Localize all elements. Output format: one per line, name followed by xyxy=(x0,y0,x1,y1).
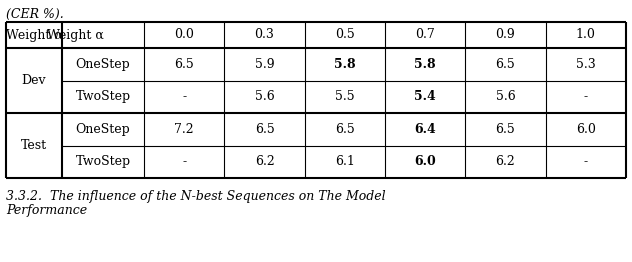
Text: -: - xyxy=(584,90,588,103)
Text: 5.3: 5.3 xyxy=(576,58,596,71)
Text: 5.9: 5.9 xyxy=(255,58,274,71)
Text: 6.5: 6.5 xyxy=(255,123,274,136)
Text: -: - xyxy=(182,90,186,103)
Text: OneStep: OneStep xyxy=(76,123,130,136)
Text: -: - xyxy=(182,155,186,168)
Text: 6.5: 6.5 xyxy=(335,123,355,136)
Text: 5.8: 5.8 xyxy=(415,58,436,71)
Text: OneStep: OneStep xyxy=(76,58,130,71)
Text: 6.0: 6.0 xyxy=(415,155,436,168)
Text: 6.5: 6.5 xyxy=(495,123,515,136)
Text: 6.5: 6.5 xyxy=(495,58,515,71)
Text: 5.6: 5.6 xyxy=(255,90,274,103)
Text: 0.9: 0.9 xyxy=(495,29,515,41)
Text: Weight α: Weight α xyxy=(6,29,63,41)
Text: 6.2: 6.2 xyxy=(255,155,274,168)
Text: 6.4: 6.4 xyxy=(415,123,436,136)
Text: Weight α: Weight α xyxy=(47,29,104,41)
Text: 5.6: 5.6 xyxy=(495,90,515,103)
Text: 0.5: 0.5 xyxy=(335,29,355,41)
Text: TwoStep: TwoStep xyxy=(75,90,131,103)
Text: Performance: Performance xyxy=(6,204,87,217)
Text: 6.5: 6.5 xyxy=(174,58,194,71)
Text: 0.3: 0.3 xyxy=(255,29,274,41)
Text: 6.0: 6.0 xyxy=(576,123,596,136)
Text: 0.0: 0.0 xyxy=(174,29,194,41)
Text: 1.0: 1.0 xyxy=(576,29,596,41)
Text: 5.8: 5.8 xyxy=(334,58,356,71)
Text: (CER %).: (CER %). xyxy=(6,8,64,21)
Text: TwoStep: TwoStep xyxy=(75,155,131,168)
Text: 0.7: 0.7 xyxy=(415,29,435,41)
Text: 7.2: 7.2 xyxy=(174,123,194,136)
Text: Dev: Dev xyxy=(21,74,46,87)
Text: 6.1: 6.1 xyxy=(335,155,355,168)
Text: 6.2: 6.2 xyxy=(495,155,515,168)
Text: 5.4: 5.4 xyxy=(415,90,436,103)
Text: 5.5: 5.5 xyxy=(335,90,355,103)
Text: -: - xyxy=(584,155,588,168)
Text: 3.3.2.  The influence of the N-best Sequences on The Model: 3.3.2. The influence of the N-best Seque… xyxy=(6,190,386,203)
Text: Test: Test xyxy=(21,139,47,152)
